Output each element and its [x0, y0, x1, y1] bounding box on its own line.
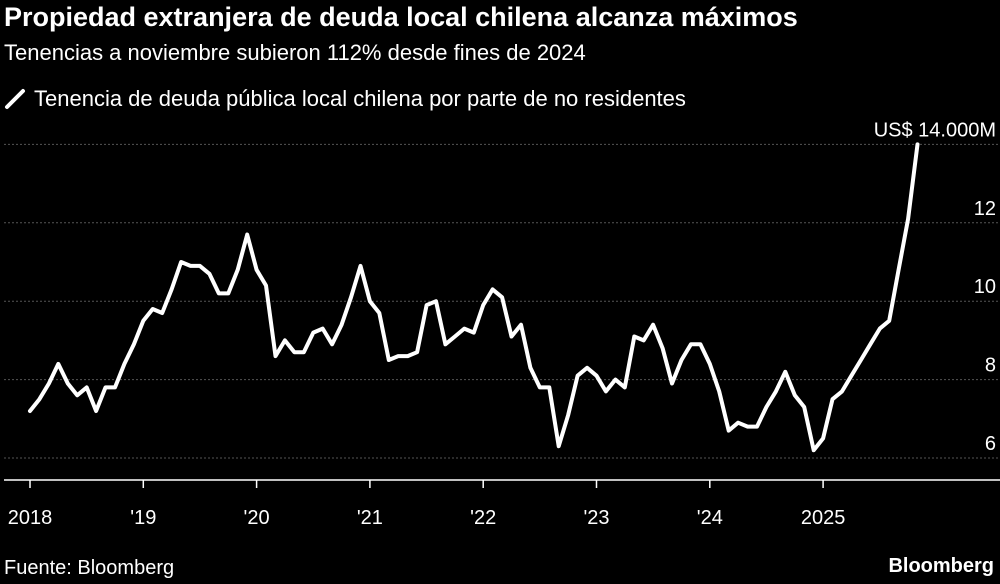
legend-line-icon	[5, 89, 25, 109]
legend-label: Tenencia de deuda pública local chilena …	[34, 86, 686, 111]
top-value-label: US$ 14.000M	[874, 119, 996, 141]
x-tick-label: '20	[244, 507, 270, 529]
y-tick-label: 6	[985, 433, 996, 455]
brand-logo: Bloomberg	[888, 555, 994, 577]
legend: Tenencia de deuda pública local chilena …	[4, 86, 686, 112]
x-tick-label: '21	[357, 507, 383, 529]
series-line	[28, 142, 920, 453]
y-tick-label: 10	[974, 276, 996, 298]
x-tick-label: '22	[470, 507, 496, 529]
chart-title: Propiedad extranjera de deuda local chil…	[4, 2, 798, 32]
y-tick-label: 8	[985, 355, 996, 377]
x-tick-label: '24	[697, 507, 723, 529]
chart-subtitle: Tenencias a noviembre subieron 112% desd…	[4, 40, 586, 65]
x-tick-label: '19	[130, 507, 156, 529]
x-tick-label: 2025	[801, 507, 846, 529]
source-note: Fuente: Bloomberg	[4, 557, 175, 579]
y-tick-label: 12	[974, 198, 996, 220]
x-tick-label: 2018	[8, 507, 53, 529]
x-tick-label: '23	[583, 507, 609, 529]
